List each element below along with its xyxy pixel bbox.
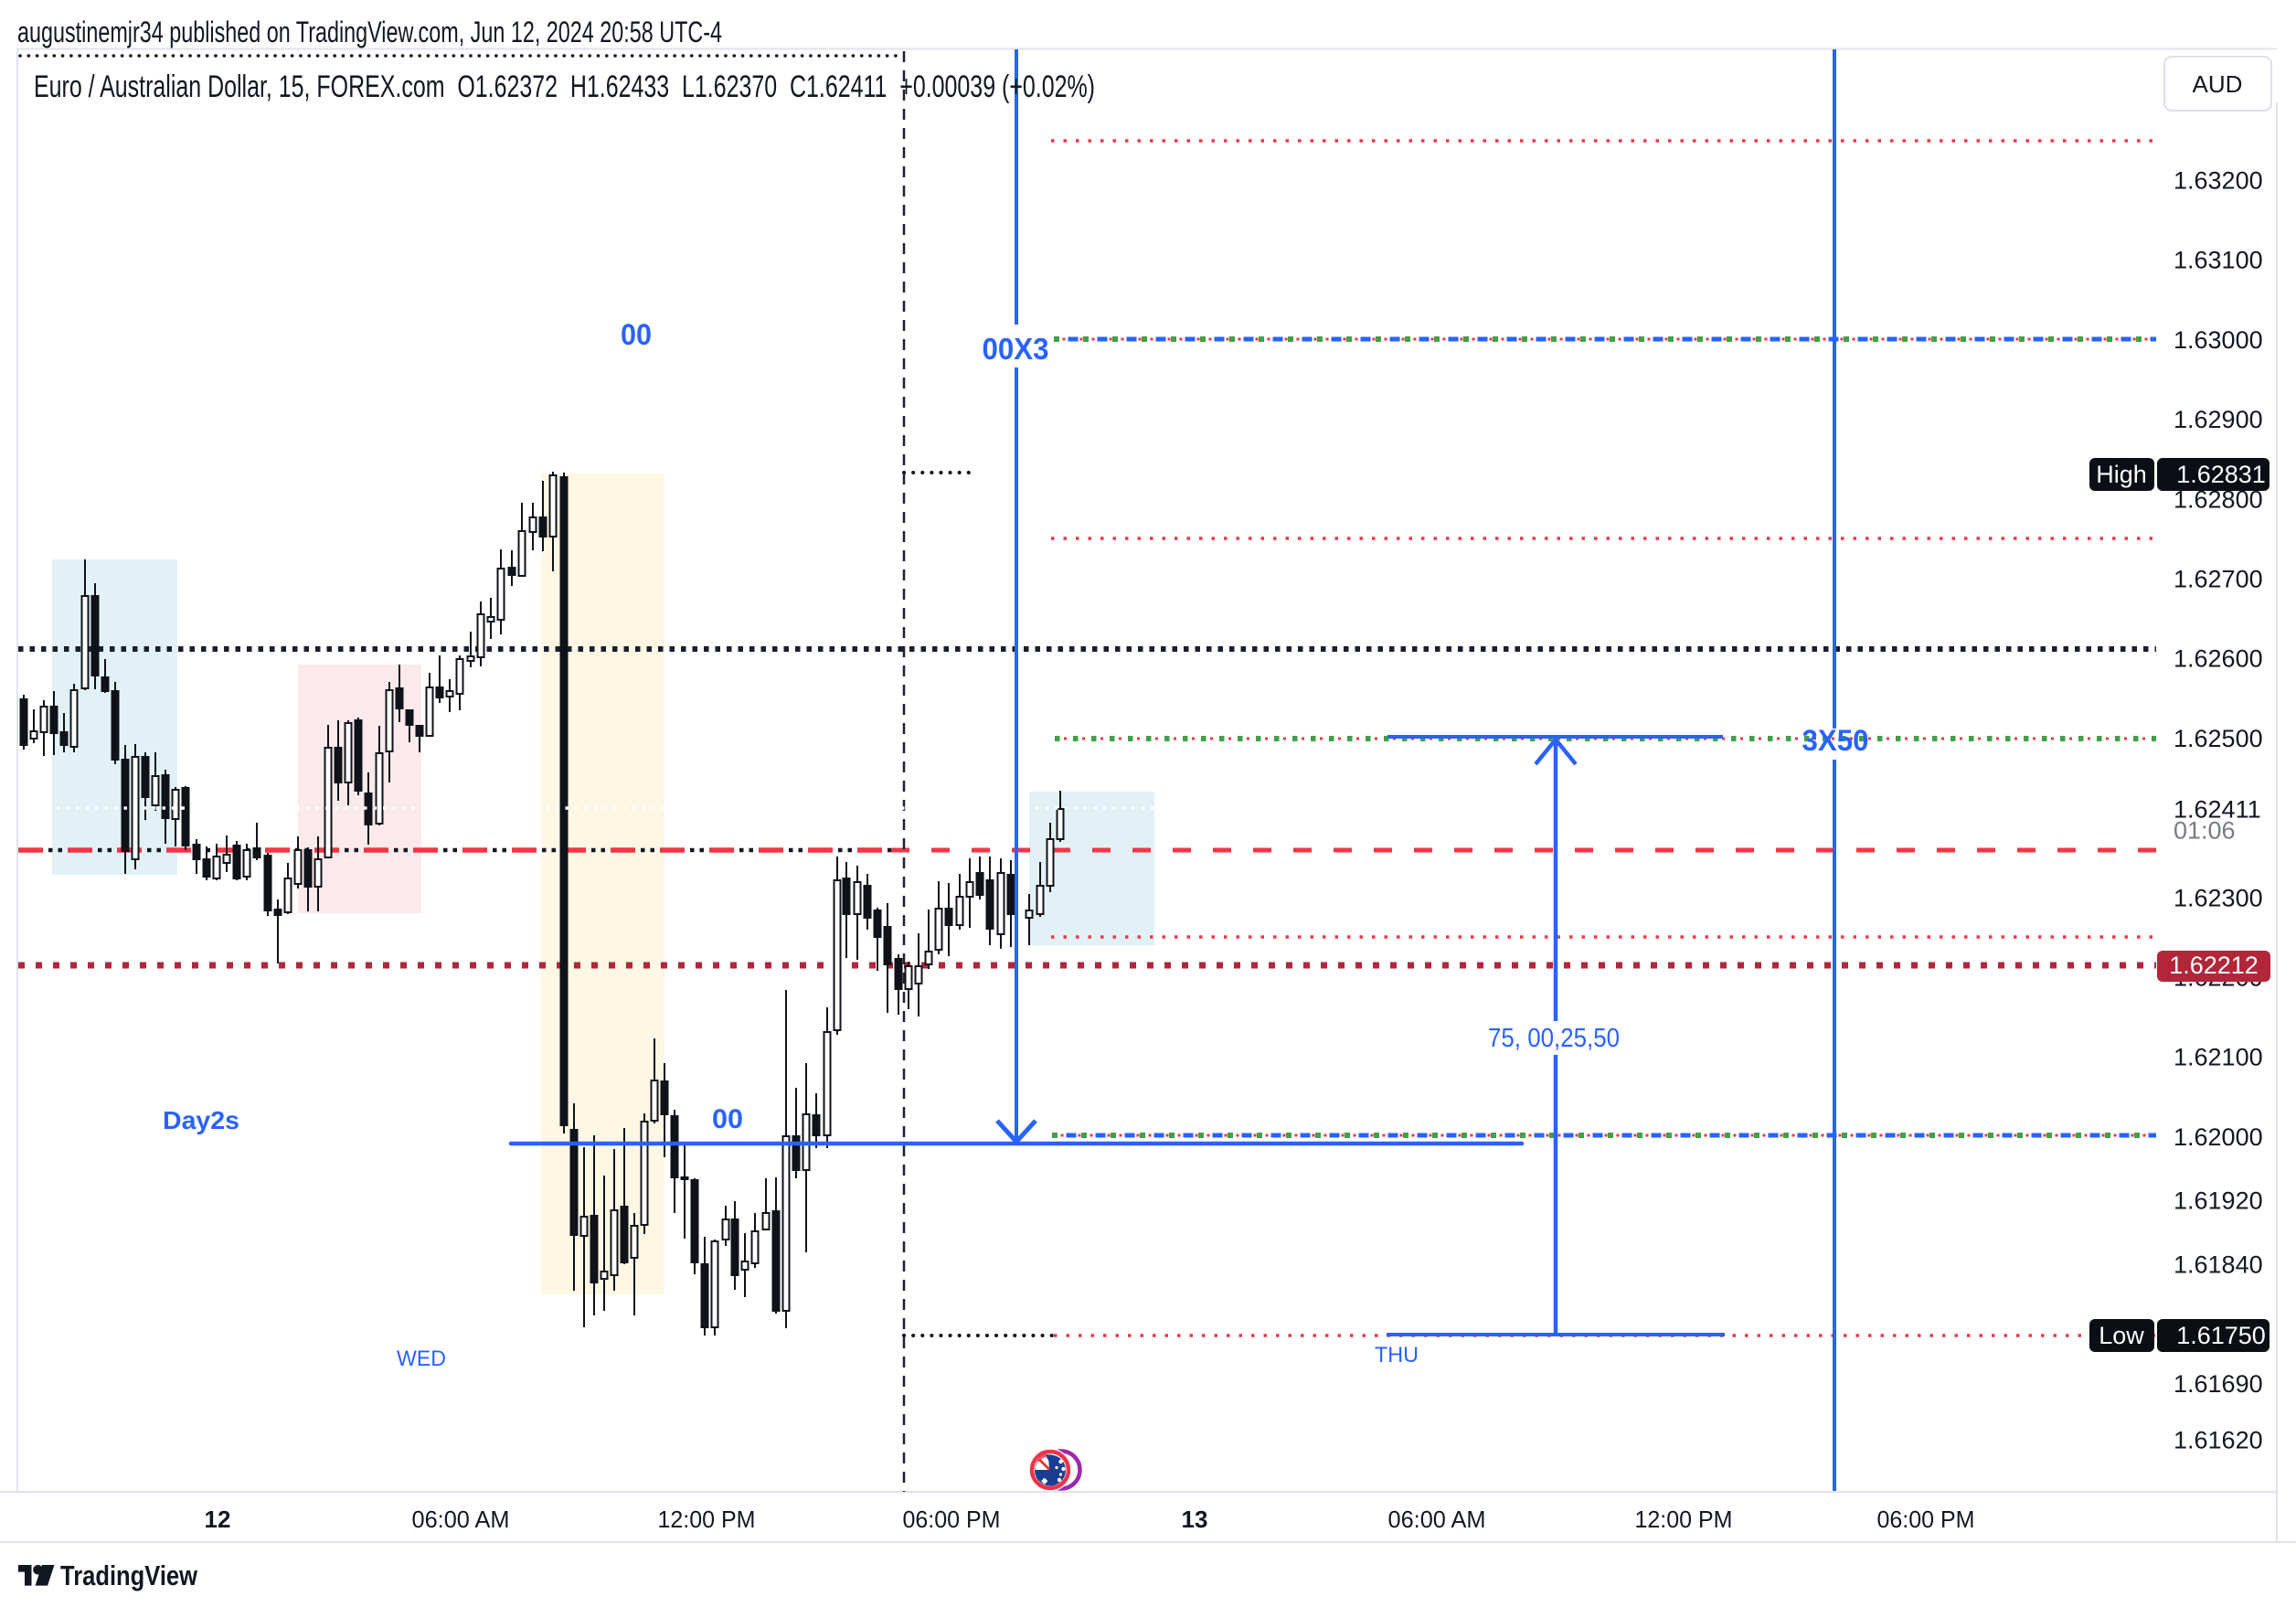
svg-text:1.61690: 1.61690	[2174, 1370, 2263, 1398]
svg-text:1.62411: 1.62411	[2174, 796, 2261, 824]
svg-text:1.62500: 1.62500	[2174, 725, 2263, 752]
svg-text:1.62831: 1.62831	[2176, 461, 2266, 488]
svg-text:12:00 PM: 12:00 PM	[1635, 1506, 1733, 1533]
svg-text:01:06: 01:06	[2174, 817, 2236, 845]
svg-text:TradingView: TradingView	[60, 1559, 198, 1591]
svg-text:06:00 AM: 06:00 AM	[412, 1506, 510, 1533]
svg-text:1.62212: 1.62212	[2169, 952, 2259, 979]
svg-text:00X3: 00X3	[983, 332, 1049, 366]
svg-text:3X50: 3X50	[1802, 724, 1869, 757]
svg-text:1.63100: 1.63100	[2174, 247, 2263, 274]
svg-text:1.63000: 1.63000	[2174, 326, 2263, 354]
svg-text:1.61840: 1.61840	[2174, 1250, 2263, 1278]
svg-text:1.63200: 1.63200	[2174, 167, 2263, 195]
svg-text:06:00 PM: 06:00 PM	[903, 1506, 1001, 1533]
svg-text:Euro / Australian Dollar, 15,: Euro / Australian Dollar, 15, FOREX.com …	[34, 69, 1095, 104]
svg-text:augustinemjr34 published on Tr: augustinemjr34 published on TradingView.…	[17, 16, 722, 48]
svg-text:1.62300: 1.62300	[2174, 884, 2263, 911]
svg-text:12: 12	[205, 1506, 231, 1533]
svg-text:00: 00	[712, 1104, 743, 1134]
svg-text:1.62100: 1.62100	[2174, 1044, 2263, 1071]
svg-text:AUD: AUD	[2193, 70, 2243, 98]
svg-text:1.61620: 1.61620	[2174, 1426, 2263, 1453]
svg-text:75, 00,25,50: 75, 00,25,50	[1488, 1024, 1620, 1053]
svg-text:High: High	[2096, 461, 2147, 488]
svg-text:WED: WED	[397, 1346, 446, 1371]
svg-text:Low: Low	[2099, 1322, 2144, 1349]
svg-text:1.61750: 1.61750	[2176, 1322, 2266, 1349]
svg-text:Day2s: Day2s	[163, 1106, 239, 1134]
svg-text:13: 13	[1182, 1506, 1208, 1533]
svg-text:1.62700: 1.62700	[2174, 566, 2263, 593]
svg-text:06:00 PM: 06:00 PM	[1877, 1506, 1975, 1533]
svg-text:1.62000: 1.62000	[2174, 1123, 2263, 1151]
svg-text:1.61920: 1.61920	[2174, 1187, 2263, 1215]
svg-text:1.62900: 1.62900	[2174, 406, 2263, 433]
svg-text:12:00 PM: 12:00 PM	[658, 1506, 756, 1533]
svg-text:06:00 AM: 06:00 AM	[1388, 1506, 1486, 1533]
svg-text:1.62600: 1.62600	[2174, 645, 2263, 673]
svg-text:THU: THU	[1375, 1343, 1419, 1368]
svg-text:00: 00	[621, 318, 652, 351]
